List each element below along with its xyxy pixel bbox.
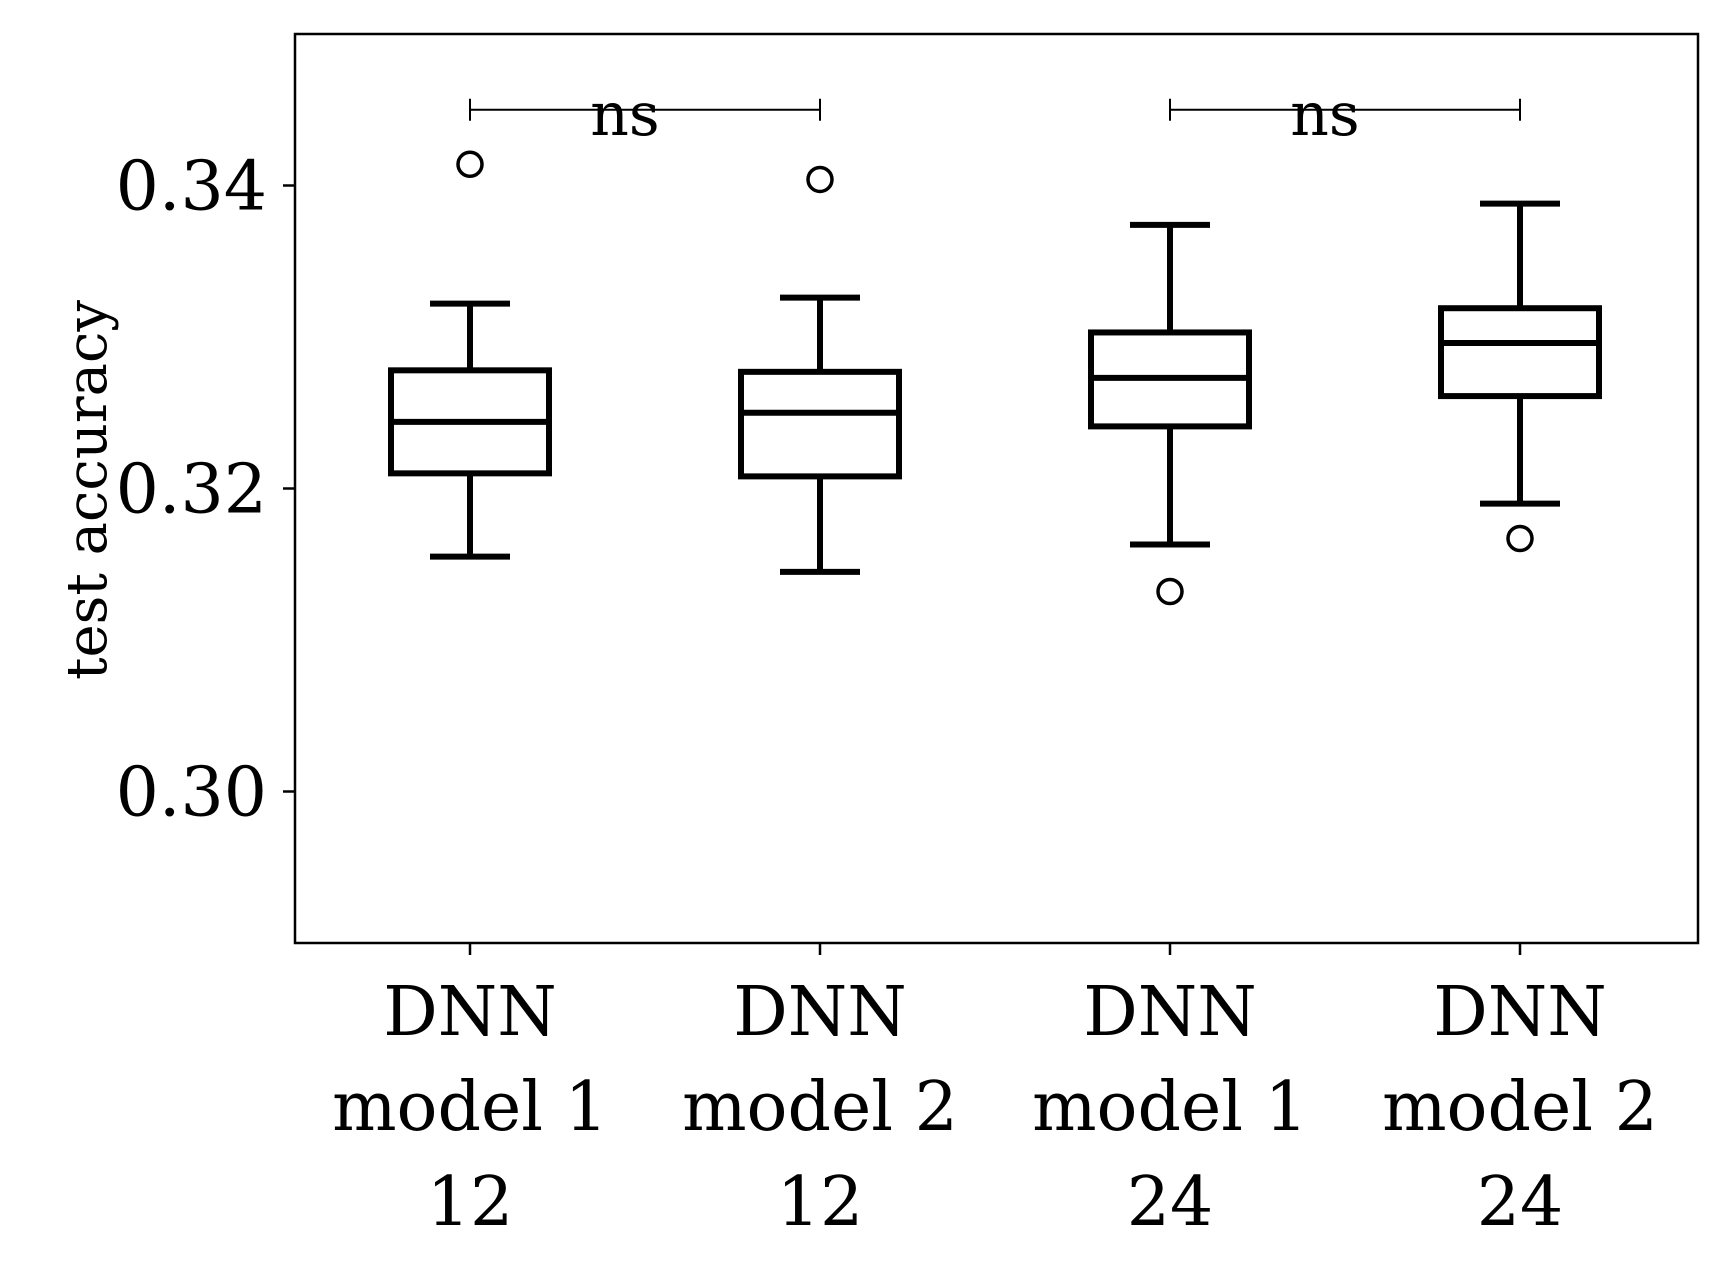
box-body [1438,305,1602,400]
y-axis-title: test accuracy [55,300,120,680]
box-body [738,368,902,480]
significance-bracket: ns [1169,80,1521,150]
x-tick-label: 24 [1477,1163,1564,1242]
x-tick-label: DNN [1083,973,1257,1052]
y-axis: 0.30 0.32 0.34 [116,148,295,833]
x-tick-label: model 2 [1382,1068,1658,1147]
x-tick-label: 24 [1127,1163,1214,1242]
outlier-point [1156,577,1184,606]
plot-marks: ns ns [388,80,1602,606]
x-tick-label: DNN [1433,973,1607,1052]
outlier-point [1506,524,1534,553]
x-tick-label: model 1 [1032,1068,1308,1147]
y-tick-label: 0.32 [116,451,267,530]
box-group [1438,200,1602,553]
x-tick-label: 12 [427,1163,514,1242]
x-axis: DNN model 1 12 DNN model 2 12 DNN model 1 24 DNN m… [332,943,1658,1242]
box-group [738,165,902,575]
significance-bracket: ns [469,80,821,150]
outlier-point [456,150,484,179]
x-tick-label: DNN [733,973,907,1052]
significance-label: ns [590,80,659,150]
x-tick-label: model 1 [332,1068,608,1147]
plot-frame [293,32,1700,945]
box-group [1088,221,1252,606]
x-tick-label: DNN [383,973,557,1052]
y-tick-label: 0.30 [116,754,267,833]
box-group [388,150,552,560]
y-tick-label: 0.34 [116,148,267,227]
outlier-point [806,165,834,194]
x-tick-label: 12 [777,1163,864,1242]
significance-label: ns [1290,80,1359,150]
x-tick-label: model 2 [682,1068,958,1147]
